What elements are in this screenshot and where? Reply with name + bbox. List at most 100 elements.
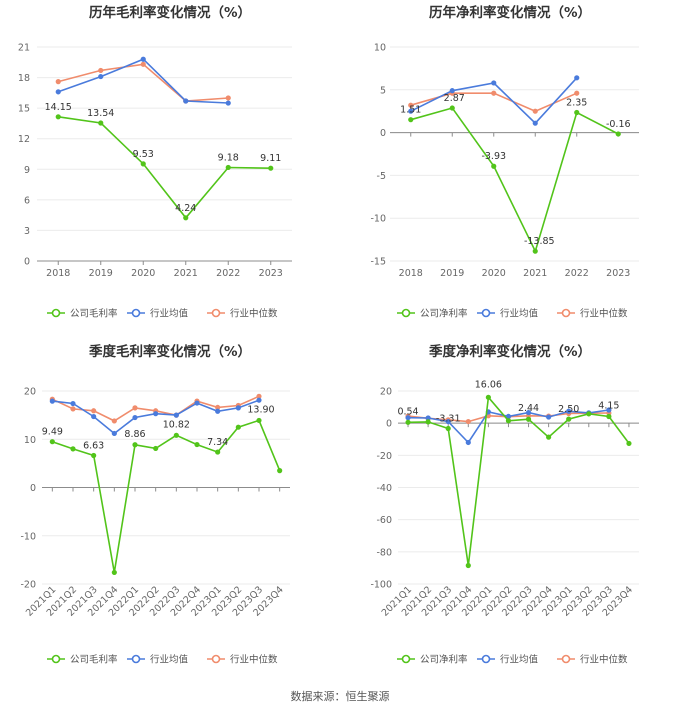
series-point[interactable] — [445, 425, 451, 432]
legend-swatch-marker — [401, 654, 411, 664]
series-point[interactable] — [70, 446, 76, 452]
series-point[interactable] — [449, 105, 455, 111]
series-point[interactable] — [574, 75, 580, 81]
series-point[interactable] — [566, 416, 572, 422]
legend-item[interactable]: 行业中位数 — [207, 654, 278, 666]
series-point[interactable] — [485, 394, 491, 400]
legend-item[interactable]: 行业均值 — [127, 654, 189, 666]
series-point[interactable] — [140, 56, 146, 62]
series-point[interactable] — [586, 411, 592, 417]
legend-item[interactable]: 公司毛利率 — [47, 308, 118, 320]
y-tick-label: 20 — [380, 387, 392, 398]
series-point[interactable] — [491, 80, 497, 86]
series-point[interactable] — [153, 445, 159, 452]
series-point[interactable] — [91, 408, 97, 414]
series-point[interactable] — [546, 434, 552, 440]
series-point[interactable] — [70, 406, 76, 412]
series-point[interactable] — [615, 131, 621, 137]
series-line-公司净利率 — [407, 395, 630, 566]
series-point[interactable] — [256, 417, 262, 424]
series-point[interactable] — [574, 90, 580, 96]
series-point[interactable] — [91, 452, 97, 459]
series-point[interactable] — [111, 430, 117, 437]
series-point[interactable] — [445, 418, 451, 425]
y-tick-label: 0 — [380, 128, 386, 139]
series-point[interactable] — [55, 79, 61, 85]
series-point[interactable] — [49, 439, 55, 445]
series-point[interactable] — [215, 408, 221, 414]
series-point[interactable] — [525, 416, 532, 422]
series-point[interactable] — [132, 414, 138, 421]
series-point[interactable] — [98, 120, 104, 126]
series-point[interactable] — [111, 569, 117, 576]
legend-item[interactable]: 行业均值 — [477, 654, 539, 666]
series-point[interactable] — [268, 165, 274, 171]
series-point[interactable] — [132, 405, 138, 411]
legend-item[interactable]: 行业中位数 — [557, 308, 628, 320]
legend-swatch-marker — [561, 654, 571, 664]
legend-item[interactable]: 行业均值 — [127, 308, 189, 320]
series-point[interactable] — [491, 163, 497, 169]
data-label: -13.85 — [524, 236, 555, 247]
series-point[interactable] — [491, 90, 497, 96]
series-point[interactable] — [153, 411, 159, 417]
series-point[interactable] — [55, 114, 61, 120]
y-tick-label: 12 — [18, 134, 30, 145]
series-point[interactable] — [425, 419, 431, 425]
series-point[interactable] — [132, 442, 138, 448]
series-point[interactable] — [98, 67, 104, 74]
legend-item[interactable]: 行业均值 — [477, 308, 539, 320]
series-point[interactable] — [546, 414, 552, 420]
series-point[interactable] — [183, 98, 189, 104]
series-point[interactable] — [408, 117, 414, 123]
series-point[interactable] — [405, 419, 411, 425]
series-point[interactable] — [173, 432, 179, 438]
series-point[interactable] — [256, 397, 262, 403]
series-point[interactable] — [194, 441, 200, 448]
series-point[interactable] — [55, 89, 61, 95]
series-point[interactable] — [277, 468, 283, 474]
series-point[interactable] — [194, 400, 200, 406]
series-point[interactable] — [525, 409, 532, 416]
series-point[interactable] — [111, 418, 117, 424]
series-point[interactable] — [173, 412, 179, 418]
series-point[interactable] — [606, 407, 612, 413]
data-label: 6.63 — [83, 441, 104, 452]
series-point[interactable] — [408, 108, 414, 114]
series-point[interactable] — [532, 108, 538, 114]
series-point[interactable] — [49, 398, 55, 404]
series-point[interactable] — [532, 120, 538, 126]
series-point[interactable] — [408, 102, 414, 108]
series-point[interactable] — [532, 248, 538, 254]
series-point[interactable] — [140, 161, 146, 167]
series-point[interactable] — [505, 418, 512, 424]
legend-item[interactable]: 公司净利率 — [397, 308, 468, 320]
legend-item[interactable]: 行业中位数 — [557, 654, 628, 666]
legend-item[interactable]: 公司毛利率 — [47, 654, 118, 666]
legend-item[interactable]: 行业中位数 — [207, 308, 278, 320]
series-point[interactable] — [98, 73, 104, 80]
series-point[interactable] — [626, 440, 632, 447]
series-point[interactable] — [235, 424, 241, 430]
legend-item[interactable]: 公司净利率 — [397, 654, 468, 666]
series-point[interactable] — [225, 100, 231, 106]
data-label: 2.87 — [444, 93, 465, 104]
series-point[interactable] — [465, 418, 471, 425]
series-point[interactable] — [140, 61, 146, 67]
series-point[interactable] — [183, 215, 189, 221]
series-point[interactable] — [225, 164, 231, 171]
series-point[interactable] — [606, 413, 612, 420]
series-point[interactable] — [465, 562, 471, 569]
series-point[interactable] — [215, 449, 221, 455]
series-point[interactable] — [91, 413, 97, 420]
data-label: 1.51 — [400, 105, 421, 116]
series-point[interactable] — [449, 88, 455, 94]
series-point[interactable] — [235, 405, 241, 411]
series-point[interactable] — [574, 109, 580, 116]
series-point[interactable] — [225, 95, 231, 101]
series-point[interactable] — [465, 439, 471, 446]
legend-label: 公司净利率 — [420, 654, 468, 666]
legend-label: 行业中位数 — [230, 654, 278, 666]
series-point[interactable] — [566, 408, 572, 414]
series-point[interactable] — [70, 400, 76, 407]
